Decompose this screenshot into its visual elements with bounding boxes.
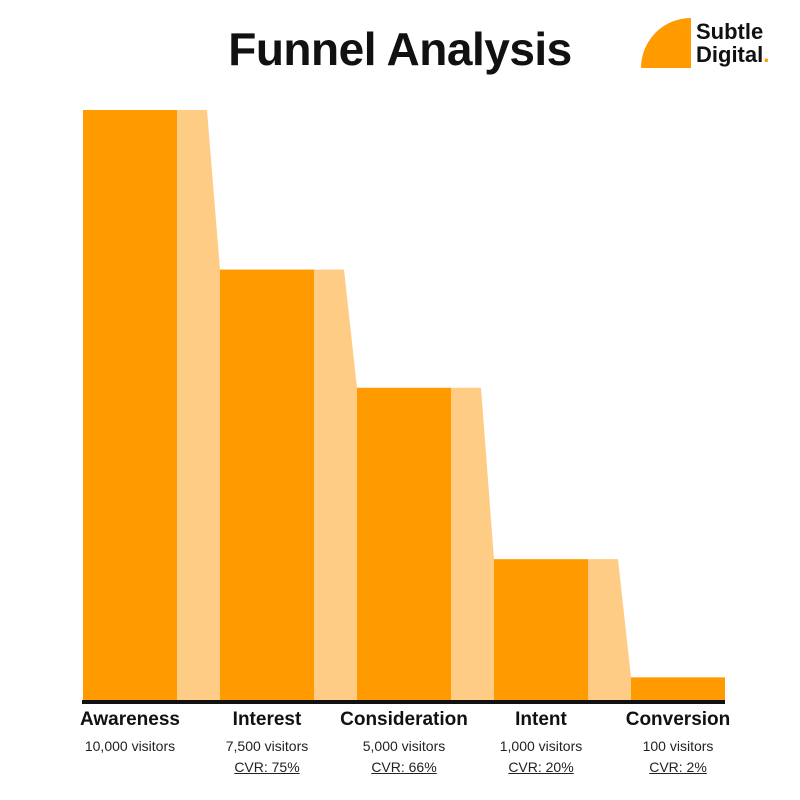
logo-line-2: Digital [696,42,764,67]
stage-visitors: 7,500 visitors [225,738,309,754]
stage-name: Intent [515,709,567,730]
stage-cvr: CVR: 2% [649,759,707,775]
logo-line-1: Subtle [696,19,764,44]
funnel-connector-1 [177,110,220,701]
funnel-connector-2 [314,269,357,701]
stage-cvr: CVR: 75% [234,759,300,775]
funnel-bar-consideration [357,387,451,701]
logo-mark-icon [641,18,691,68]
stage-label-consideration: Consideration 5,000 visitors CVR: 66% [314,708,494,776]
logo-text: Subtle Digital. [696,20,769,66]
stage-cvr: CVR: 66% [371,759,437,775]
stage-visitors: 100 visitors [642,738,714,754]
logo-dot: . [763,42,770,67]
brand-logo: Subtle Digital. [641,18,791,70]
stage-visitors: 5,000 visitors [362,738,446,754]
funnel-connector-3 [451,387,494,701]
stage-label-awareness: Awareness 10,000 visitors [40,708,220,755]
funnel-bar-conversion [631,677,725,701]
stage-visitors: 1,000 visitors [499,738,583,754]
stage-name: Interest [232,709,302,730]
stage-name: Conversion [625,709,731,730]
funnel-bar-interest [220,269,314,701]
stage-name: Awareness [80,709,180,730]
funnel-bar-intent [494,559,588,701]
stage-visitors: 10,000 visitors [84,738,176,754]
chart-title: Funnel Analysis [228,23,572,75]
stage-label-conversion: Conversion 100 visitors CVR: 2% [588,708,768,776]
stage-name: Consideration [340,709,468,730]
x-axis-line [82,700,725,704]
stage-label-intent: Intent 1,000 visitors CVR: 20% [451,708,631,776]
stage-cvr: CVR: 20% [508,759,574,775]
funnel-connector-4 [588,559,631,701]
stage-label-interest: Interest 7,500 visitors CVR: 75% [177,708,357,776]
funnel-bar-awareness [83,110,177,701]
